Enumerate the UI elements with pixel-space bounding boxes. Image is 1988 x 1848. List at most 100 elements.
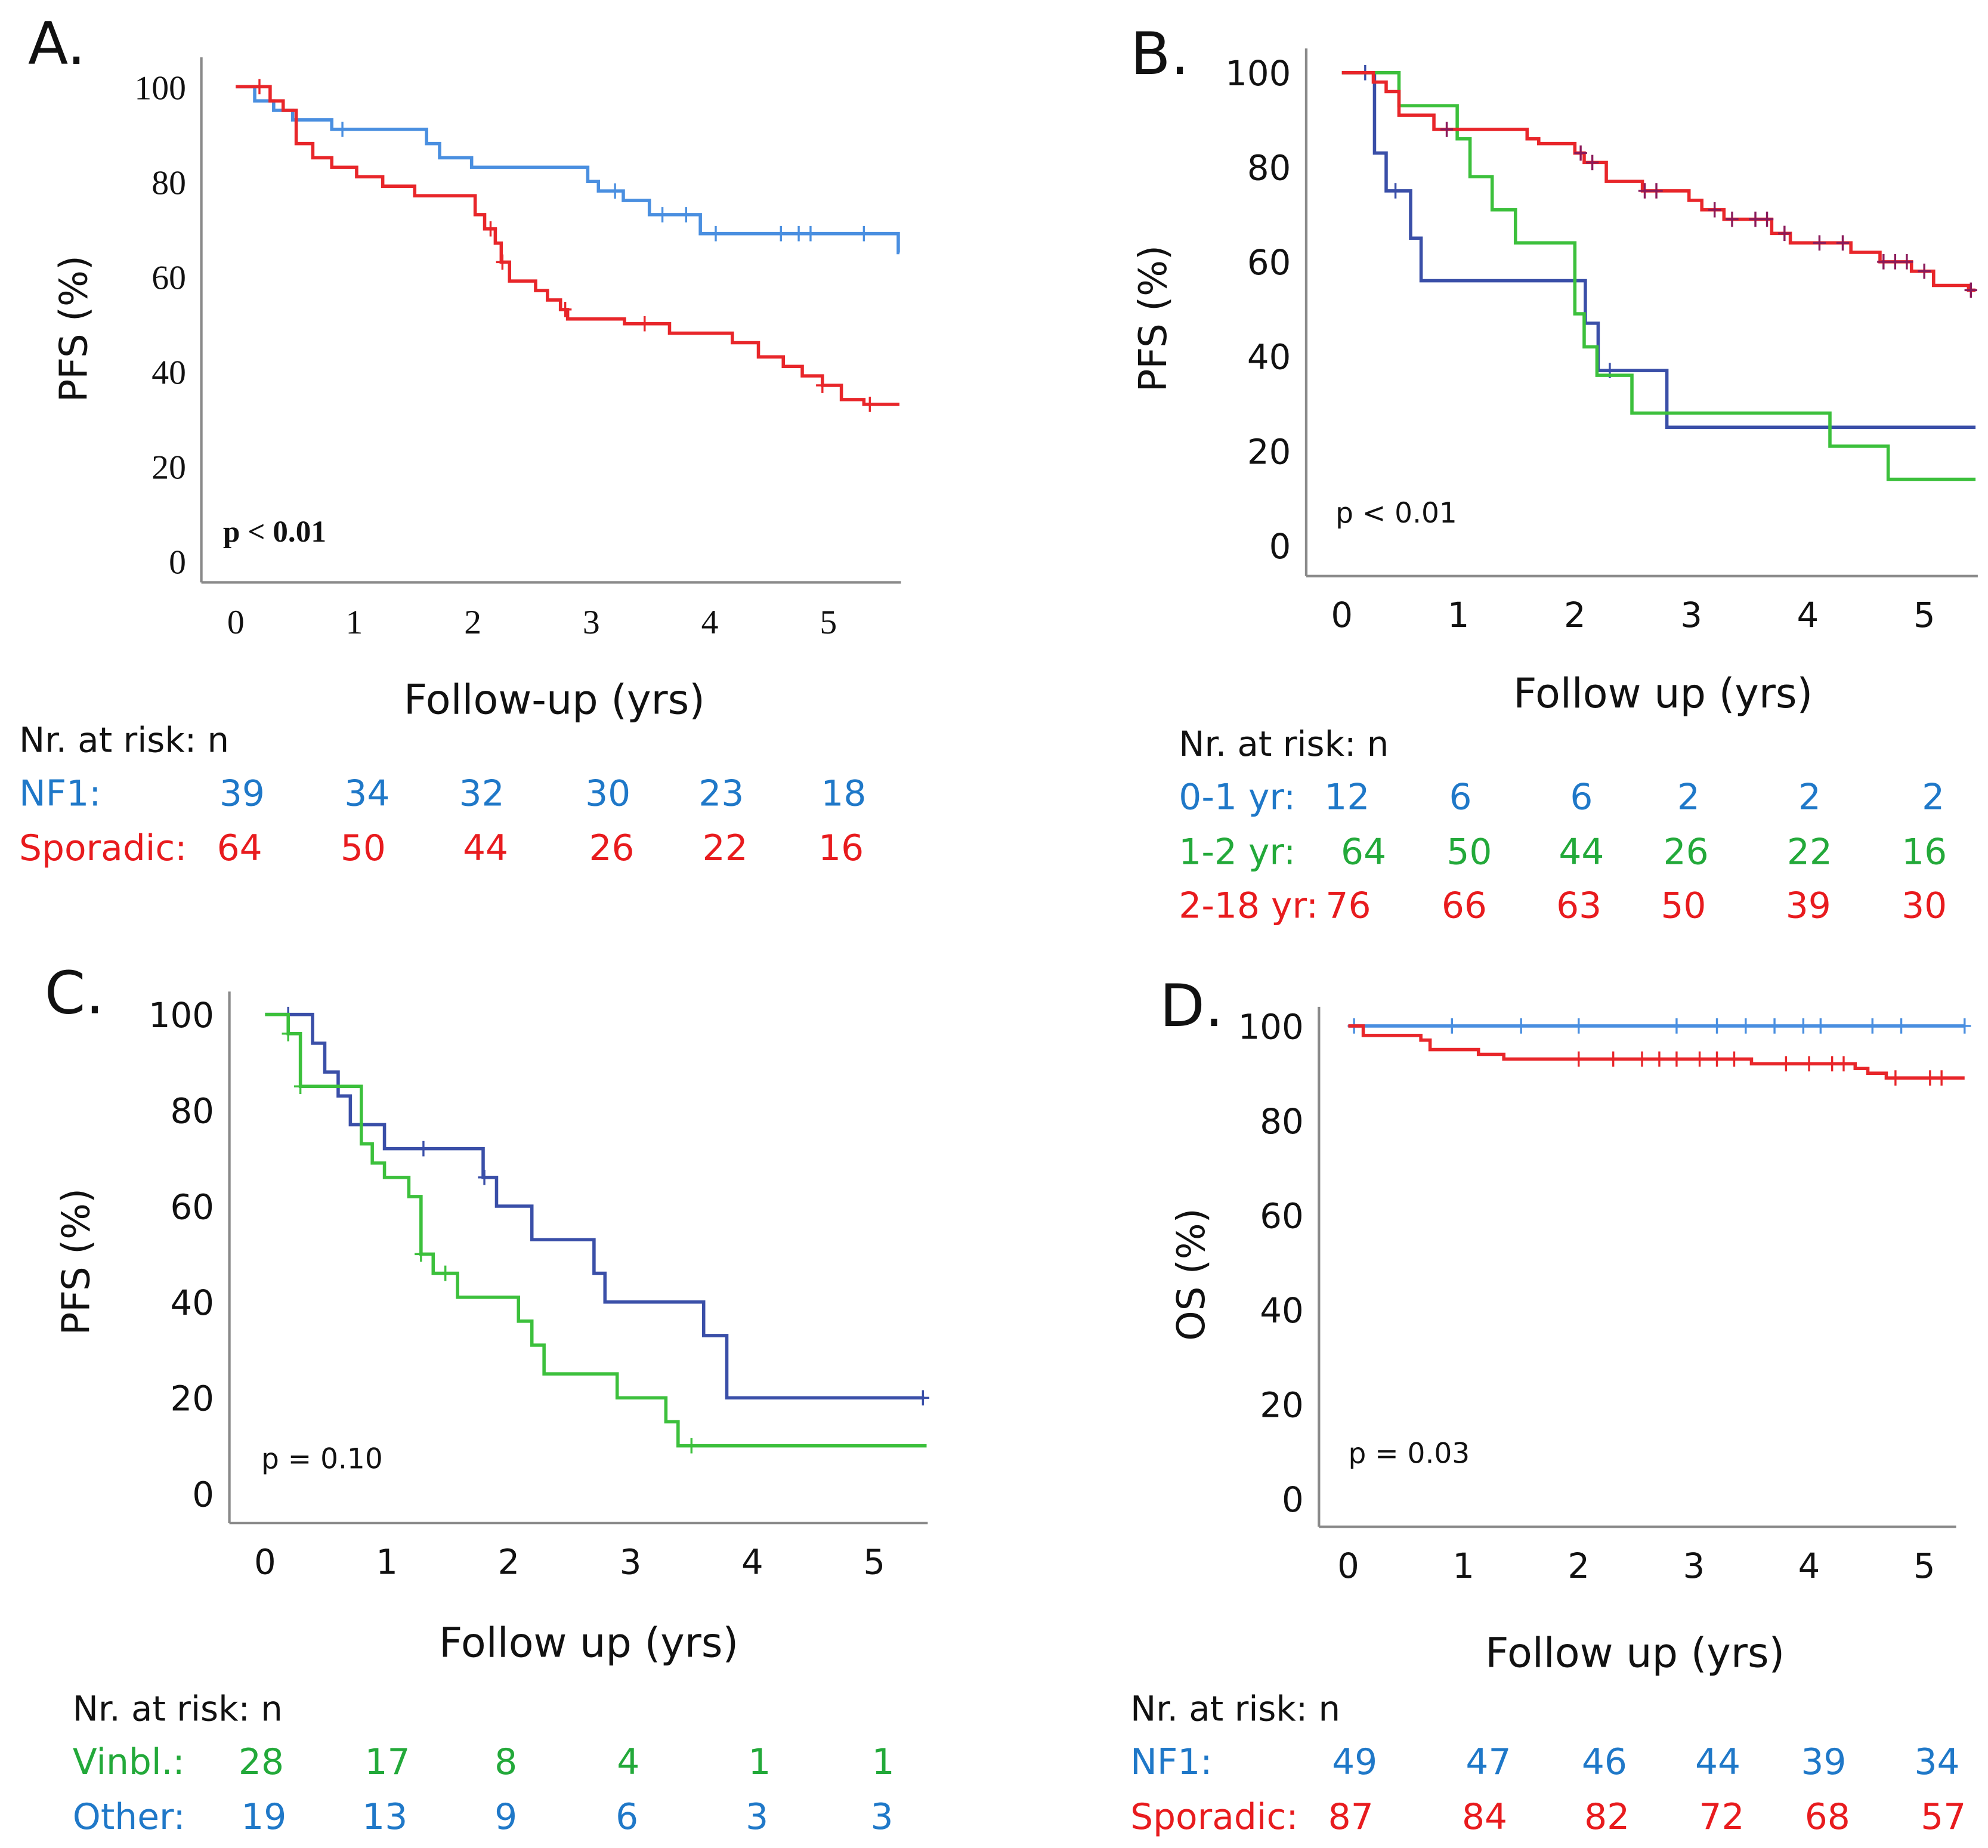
censor-mark <box>1894 1018 1908 1034</box>
risk-row-label: Vinbl.: <box>73 1741 185 1783</box>
risk-table-header: Nr. at risk: n <box>73 1688 283 1729</box>
risk-count: 44 <box>463 827 508 869</box>
risk-row-label: 1-2 yr: <box>1179 832 1296 873</box>
risk-count: 3 <box>746 1796 768 1838</box>
risk-count: 39 <box>1801 1741 1846 1783</box>
risk-table-row: 1-2 yr: 64 50 44 26 22 16 <box>1179 832 1947 873</box>
censor-mark <box>496 254 509 270</box>
risk-count: 72 <box>1699 1796 1744 1838</box>
x-tick-label: 2 <box>1567 1546 1590 1586</box>
risk-count: 6 <box>1449 777 1471 818</box>
y-tick-label: 20 <box>152 449 186 486</box>
risk-count: 44 <box>1695 1741 1740 1783</box>
x-tick-label: 3 <box>1680 595 1702 635</box>
y-tick-label: 40 <box>1247 337 1291 378</box>
panel-label: D. <box>1160 972 1223 1040</box>
risk-row-label: 2-18 yr: <box>1179 885 1318 926</box>
risk-row-label: Other: <box>73 1796 185 1838</box>
censor-mark <box>417 1141 430 1157</box>
censor-mark <box>685 1438 698 1454</box>
risk-count: 16 <box>1902 832 1947 873</box>
p-value: p = 0.03 <box>1348 1438 1470 1470</box>
censor-mark <box>1964 282 1977 298</box>
censor-mark <box>1935 1070 1948 1086</box>
x-tick-label: 2 <box>464 604 481 641</box>
risk-count: 16 <box>818 827 864 869</box>
risk-table-header: Nr. at risk: n <box>19 720 229 761</box>
censor-mark <box>857 225 871 242</box>
censor-mark <box>484 221 497 237</box>
risk-count: 6 <box>616 1796 638 1838</box>
risk-count: 84 <box>1462 1796 1507 1838</box>
y-tick-label: 20 <box>1247 431 1291 472</box>
censor-mark <box>1708 202 1721 218</box>
y-axis-label: PFS (%) <box>1131 245 1176 392</box>
censor-mark <box>608 183 622 199</box>
censor-mark <box>1638 183 1652 199</box>
risk-count: 34 <box>344 772 389 814</box>
censor-mark <box>1572 1018 1585 1034</box>
risk-count: 44 <box>1559 832 1604 873</box>
censor-mark <box>293 1078 307 1095</box>
risk-row-label: 0-1 yr: <box>1179 777 1296 818</box>
y-tick-label: 0 <box>1282 1479 1304 1520</box>
y-tick-label: 80 <box>152 165 186 202</box>
censor-mark <box>792 225 805 242</box>
y-tick-label: 80 <box>1247 148 1291 188</box>
censor-mark <box>1445 1018 1458 1034</box>
risk-row-label: Sporadic: <box>1130 1796 1298 1838</box>
x-tick-label: 0 <box>1337 1546 1359 1586</box>
x-tick-label: 1 <box>376 1542 398 1583</box>
risk-count: 30 <box>585 772 630 814</box>
p-value: p = 0.10 <box>261 1442 383 1475</box>
y-tick-label: 40 <box>152 354 186 392</box>
censor-mark <box>478 1170 491 1185</box>
panel-c: C. 0 20 40 60 80 100 0 1 2 3 4 5 PFS (%) Follow up (yr… <box>45 960 930 1838</box>
risk-count: 82 <box>1584 1796 1630 1838</box>
censor-mark <box>1693 1051 1706 1067</box>
x-tick-label: 4 <box>1797 595 1819 635</box>
survival-curve-0-1-yr <box>1341 71 1976 429</box>
censor-mark <box>1749 211 1762 227</box>
y-tick-label: 0 <box>1269 526 1291 567</box>
risk-count: 68 <box>1805 1796 1850 1838</box>
y-axis-label: PFS (%) <box>52 255 96 402</box>
survival-curve-other <box>265 1012 925 1400</box>
risk-count: 57 <box>1921 1796 1966 1838</box>
risk-count: 19 <box>241 1796 286 1838</box>
risk-count: 50 <box>1661 885 1706 926</box>
risk-table-row: 0-1 yr: 12 6 6 2 2 2 <box>1179 777 1944 818</box>
censor-mark <box>804 225 817 242</box>
risk-count: 66 <box>1442 885 1487 926</box>
censor-mark <box>1760 211 1774 227</box>
risk-count: 2 <box>1798 777 1821 818</box>
p-value: p < 0.01 <box>1335 497 1457 530</box>
censor-mark <box>1768 1018 1781 1034</box>
x-tick-label: 1 <box>346 604 363 641</box>
x-tick-label: 3 <box>583 604 600 641</box>
censor-mark <box>1866 1018 1879 1034</box>
censor-mark <box>1650 183 1663 199</box>
censor-mark <box>1574 145 1587 161</box>
x-tick-label: 0 <box>227 604 245 641</box>
y-axis-label: OS (%) <box>1170 1208 1214 1340</box>
x-axis-label: Follow-up (yrs) <box>404 676 705 724</box>
censor-mark <box>558 302 572 317</box>
risk-table-row: Vinbl.: 28 17 8 4 1 1 <box>73 1741 895 1783</box>
risk-count: 63 <box>1556 885 1601 926</box>
x-axis-label: Follow up (yrs) <box>439 1620 738 1667</box>
y-tick-label: 0 <box>169 543 186 581</box>
panel-label: B. <box>1130 20 1189 88</box>
censor-mark <box>656 207 669 222</box>
risk-row-label: Sporadic: <box>19 827 187 869</box>
x-tick-label: 2 <box>498 1542 520 1583</box>
y-tick-label: 40 <box>171 1283 214 1323</box>
censor-mark <box>1803 1056 1816 1072</box>
survival-curve-sporadic <box>236 85 899 406</box>
censor-mark <box>1836 235 1850 251</box>
censor-mark <box>1607 1051 1620 1067</box>
risk-count: 1 <box>872 1741 895 1783</box>
